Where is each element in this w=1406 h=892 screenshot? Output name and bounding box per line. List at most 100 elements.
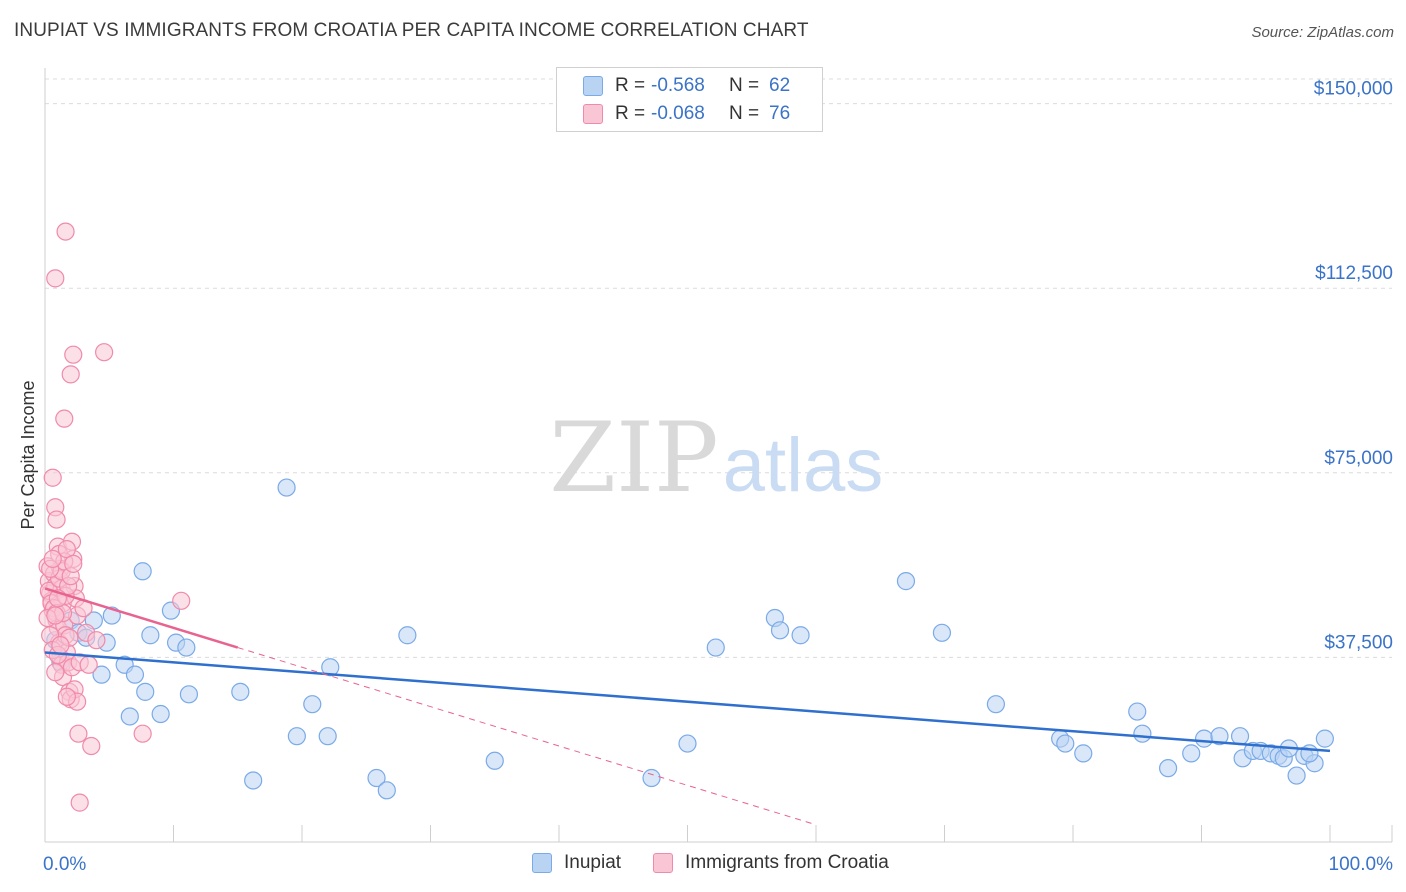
inupiat-point (177, 638, 196, 657)
croatia-point (56, 222, 75, 241)
croatia-point (172, 591, 191, 610)
croatia-point (43, 549, 62, 569)
inupiat-point (1210, 727, 1229, 746)
croatia-point (57, 687, 76, 706)
croatia-point (70, 793, 89, 812)
inupiat-point (125, 665, 145, 684)
inupiat-point (1194, 729, 1214, 748)
inupiat-point (1287, 766, 1306, 785)
data-points (38, 222, 1334, 812)
legend-label-croatia: Immigrants from Croatia (685, 852, 889, 873)
inupiat-point (770, 621, 790, 640)
croatia-trend-extension (237, 647, 817, 826)
y-tick-label: $112,500 (1315, 263, 1393, 284)
correlation-legend: R = -0.568 N = 62 R = -0.068 N = 76 (556, 67, 823, 132)
legend-swatch-croatia (583, 104, 603, 124)
legend-swatch-inupiat (532, 853, 552, 873)
inupiat-point (678, 734, 697, 753)
inupiat-point (1056, 734, 1075, 753)
croatia-point (79, 655, 98, 674)
inupiat-point (244, 771, 263, 790)
croatia-point (46, 269, 65, 288)
inupiat-point (231, 682, 250, 701)
croatia-point (46, 606, 65, 625)
inupiat-point (277, 478, 296, 497)
croatia-point (82, 736, 101, 756)
trend-lines (44, 587, 1331, 826)
croatia-point (51, 635, 70, 655)
inupiat-point (92, 665, 111, 684)
series-legend: Inupiat Immigrants from Croatia (532, 852, 921, 874)
source-label: Source: ZipAtlas.com (1251, 24, 1394, 41)
inupiat-point (1133, 724, 1152, 743)
inupiat-point (133, 562, 152, 581)
legend-n-value: 76 (769, 103, 791, 124)
croatia-point (47, 510, 66, 529)
y-tick-label: $37,500 (1324, 632, 1393, 653)
x-tick-label-max: 100.0% (1329, 854, 1394, 875)
legend-n-label: N = (729, 75, 760, 96)
inupiat-point (791, 626, 810, 645)
croatia-point (133, 724, 152, 743)
inupiat-point (321, 658, 340, 677)
croatia-point (64, 345, 83, 364)
y-tick-label: $150,000 (1314, 79, 1393, 100)
inupiat-point (1300, 744, 1319, 763)
inupiat-point (1128, 702, 1147, 721)
legend-swatch-croatia (653, 853, 674, 873)
x-tick-label-min: 0.0% (43, 854, 86, 875)
legend-r-value: -0.068 (651, 103, 705, 124)
inupiat-point (642, 768, 661, 788)
inupiat-point (986, 695, 1006, 714)
inupiat-point (1315, 729, 1334, 748)
inupiat-point (1158, 759, 1178, 778)
legend-r-value: -0.568 (651, 75, 705, 96)
croatia-point (64, 554, 83, 573)
croatia-point (55, 409, 74, 428)
tick-labels: $37,500 $75,000 $112,500 $150,000 0.0% 100.0% (43, 79, 1393, 875)
inupiat-point (136, 682, 155, 701)
inupiat-point (1074, 744, 1093, 763)
croatia-trend-line (44, 587, 239, 649)
inupiat-point (1182, 744, 1201, 763)
legend-label-inupiat: Inupiat (564, 852, 622, 873)
legend-n-value: 62 (769, 75, 791, 96)
inupiat-point (151, 704, 170, 724)
inupiat-point (287, 727, 306, 746)
inupiat-point (303, 695, 322, 714)
legend-row-inupiat: R = -0.568 N = 62 (583, 75, 790, 97)
croatia-point (61, 365, 80, 384)
inupiat-point (1230, 727, 1250, 746)
legend-r-label: R = (615, 103, 646, 124)
chart-title: INUPIAT VS IMMIGRANTS FROM CROATIA PER C… (14, 20, 809, 41)
watermark-zip: ZIP (549, 402, 718, 514)
inupiat-point (318, 727, 337, 746)
inupiat-point (120, 707, 139, 726)
inupiat-point (377, 781, 396, 800)
croatia-point (95, 343, 114, 362)
axes (44, 68, 1393, 843)
inupiat-point (485, 751, 504, 770)
inupiat-point (706, 638, 725, 657)
watermark-atlas: atlas (723, 423, 884, 508)
legend-item-inupiat[interactable]: Inupiat (532, 852, 621, 874)
inupiat-point (141, 626, 160, 645)
croatia-point (46, 663, 65, 682)
legend-n-label: N = (729, 103, 760, 124)
croatia-point (69, 724, 88, 743)
legend-item-croatia[interactable]: Immigrants from Croatia (653, 852, 889, 874)
inupiat-point (398, 626, 417, 645)
inupiat-point (896, 572, 916, 591)
legend-swatch-inupiat (583, 76, 603, 96)
legend-r-label: R = (615, 75, 646, 96)
croatia-point (87, 631, 106, 650)
inupiat-trend-line (44, 651, 1331, 753)
inupiat-point (179, 685, 199, 704)
inupiat-point (932, 623, 952, 642)
inupiat-point (367, 768, 386, 788)
croatia-point (43, 468, 62, 487)
y-tick-label: $75,000 (1324, 448, 1393, 469)
legend-row-croatia: R = -0.068 N = 76 (583, 103, 790, 125)
gridlines (45, 78, 1392, 658)
